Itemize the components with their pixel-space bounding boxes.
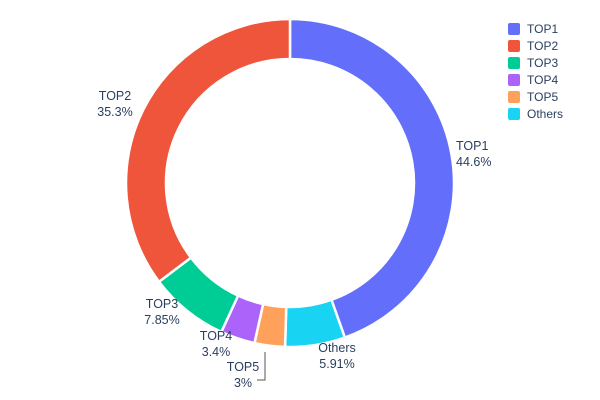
legend-item-others[interactable]: Others [508, 105, 563, 122]
legend-item-top5[interactable]: TOP5 [508, 88, 563, 105]
label-leader-line [257, 352, 266, 381]
legend: TOP1 TOP2 TOP3 TOP4 TOP5 Others [508, 20, 563, 122]
slice-label-top4: TOP4 3.4% [200, 329, 232, 359]
legend-label: Others [527, 106, 564, 121]
legend-label: TOP2 [527, 38, 559, 53]
legend-label: TOP3 [527, 55, 559, 70]
legend-swatch-icon [508, 107, 520, 120]
legend-item-top3[interactable]: TOP3 [508, 54, 563, 71]
legend-swatch-icon [508, 22, 520, 35]
donut-slices [124, 17, 456, 349]
legend-label: TOP1 [527, 21, 559, 36]
slice-label-top5: TOP5 3% [227, 360, 259, 390]
legend-swatch-icon [508, 73, 520, 86]
legend-swatch-icon [508, 90, 520, 103]
slice-label-top3: TOP3 7.85% [144, 297, 179, 327]
pie-slice-top2[interactable] [124, 17, 292, 283]
legend-item-top4[interactable]: TOP4 [508, 71, 563, 88]
legend-label: TOP5 [527, 89, 559, 104]
slice-label-top2: TOP2 35.3% [97, 89, 132, 119]
legend-swatch-icon [508, 39, 520, 52]
legend-item-top2[interactable]: TOP2 [508, 37, 563, 54]
legend-label: TOP4 [527, 72, 559, 87]
legend-item-top1[interactable]: TOP1 [508, 20, 563, 37]
slice-labels: TOP1 44.6% TOP2 35.3% TOP3 7.85% TOP4 3.4%TOP5 3… [97, 89, 491, 390]
slice-label-top1: TOP1 44.6% [456, 139, 491, 169]
legend-swatch-icon [508, 56, 520, 69]
slice-label-others: Others 5.91% [318, 341, 356, 371]
pie-slice-top1[interactable] [288, 17, 456, 339]
